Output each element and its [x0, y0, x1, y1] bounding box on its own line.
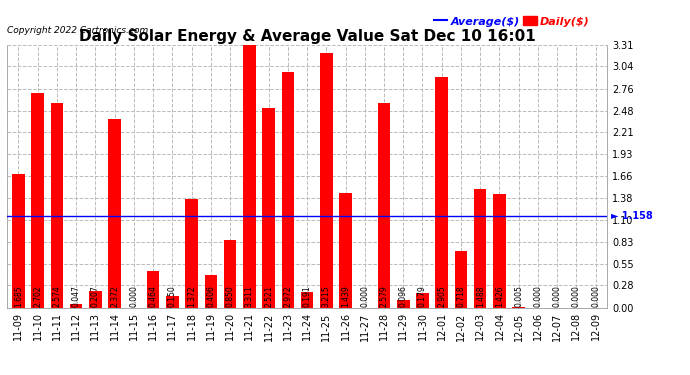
Text: 3.311: 3.311: [245, 285, 254, 307]
Bar: [301, 292, 313, 308]
Text: 0.718: 0.718: [457, 285, 466, 307]
Text: 0.179: 0.179: [418, 285, 427, 307]
Text: 0.047: 0.047: [72, 285, 81, 307]
Text: 0.000: 0.000: [533, 285, 542, 307]
Text: 1.439: 1.439: [341, 285, 350, 307]
Text: 2.702: 2.702: [33, 285, 42, 307]
Text: 2.521: 2.521: [264, 286, 273, 307]
Bar: [166, 296, 179, 307]
Text: 0.000: 0.000: [553, 285, 562, 307]
Text: 1.372: 1.372: [187, 285, 196, 307]
Bar: [108, 119, 121, 308]
Text: 1.426: 1.426: [495, 285, 504, 307]
Text: 0.207: 0.207: [91, 285, 100, 307]
Bar: [12, 174, 25, 308]
Text: 2.579: 2.579: [380, 285, 388, 307]
Bar: [320, 53, 333, 308]
Text: 0.000: 0.000: [360, 285, 369, 307]
Bar: [397, 300, 409, 307]
Text: 0.150: 0.150: [168, 285, 177, 307]
Text: 2.972: 2.972: [284, 285, 293, 307]
Bar: [377, 103, 391, 308]
Text: 0.096: 0.096: [399, 285, 408, 307]
Text: 0.191: 0.191: [302, 285, 312, 307]
Text: 2.372: 2.372: [110, 285, 119, 307]
Text: 0.000: 0.000: [572, 285, 581, 307]
Bar: [513, 307, 525, 308]
Text: 1.488: 1.488: [475, 286, 484, 307]
Bar: [474, 189, 486, 308]
Bar: [416, 293, 428, 308]
Text: 1.685: 1.685: [14, 285, 23, 307]
Bar: [282, 72, 294, 308]
Text: 0.000: 0.000: [130, 285, 139, 307]
Bar: [205, 275, 217, 308]
Legend: Average($), Daily($): Average($), Daily($): [434, 16, 590, 27]
Text: Copyright 2022 Cartronics.com: Copyright 2022 Cartronics.com: [7, 26, 148, 35]
Text: 0.464: 0.464: [148, 285, 157, 307]
Bar: [262, 108, 275, 307]
Text: 2.574: 2.574: [52, 285, 61, 307]
Bar: [243, 45, 255, 308]
Bar: [339, 194, 352, 308]
Bar: [493, 194, 506, 308]
Bar: [435, 77, 448, 308]
Bar: [186, 199, 198, 308]
Bar: [224, 240, 237, 308]
Bar: [89, 291, 101, 308]
Bar: [147, 271, 159, 308]
Text: ► 1.158: ► 1.158: [611, 211, 653, 220]
Bar: [32, 93, 44, 308]
Text: 2.905: 2.905: [437, 285, 446, 307]
Text: 0.850: 0.850: [226, 285, 235, 307]
Bar: [50, 104, 63, 308]
Text: 0.406: 0.406: [206, 285, 215, 307]
Text: 0.005: 0.005: [514, 285, 523, 307]
Bar: [455, 251, 467, 308]
Text: 0.000: 0.000: [591, 285, 600, 307]
Bar: [70, 304, 82, 307]
Title: Daily Solar Energy & Average Value Sat Dec 10 16:01: Daily Solar Energy & Average Value Sat D…: [79, 29, 535, 44]
Text: 3.215: 3.215: [322, 285, 331, 307]
